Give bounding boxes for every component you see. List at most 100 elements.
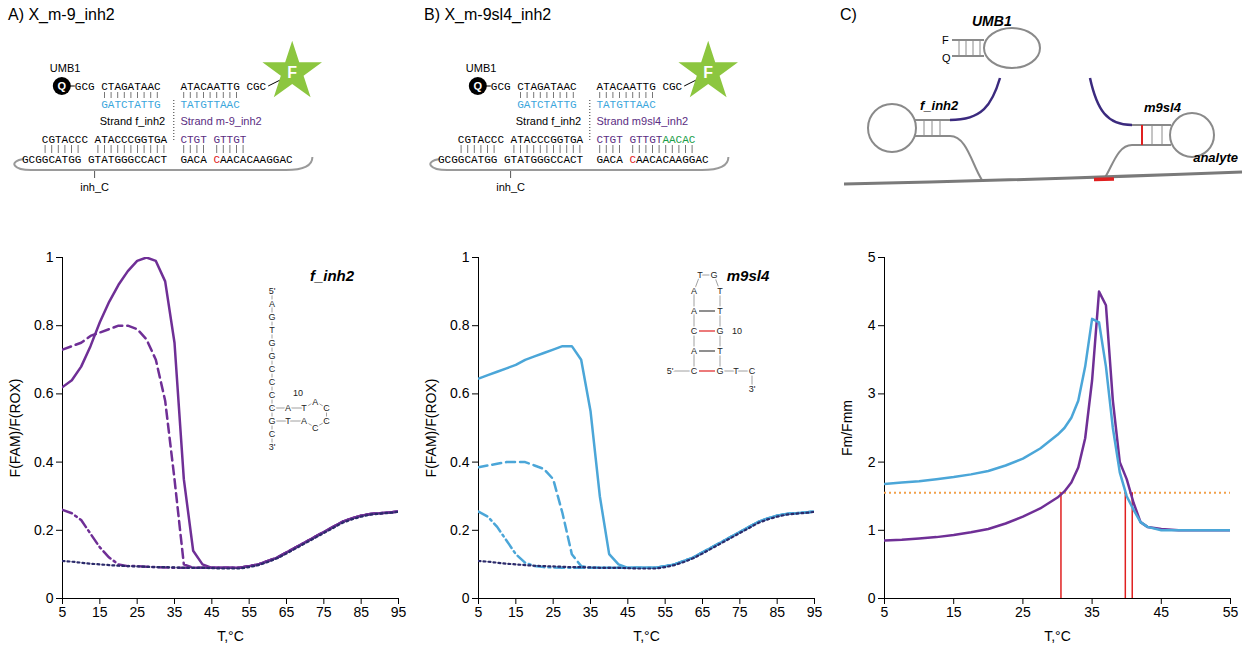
- svg-text:3': 3': [269, 442, 276, 452]
- svg-text:0.8: 0.8: [450, 317, 470, 333]
- svg-text:C): C): [840, 6, 857, 23]
- svg-text:85: 85: [353, 604, 369, 620]
- svg-text:C: C: [323, 416, 330, 426]
- svg-text:Strand m9sl4_inh2: Strand m9sl4_inh2: [596, 115, 688, 127]
- svg-text:1: 1: [868, 522, 876, 538]
- svg-text:TATGTTAAC: TATGTTAAC: [180, 99, 240, 111]
- svg-text:CGTACCC ATACCCGGTGA: CGTACCC ATACCCGGTGA: [458, 134, 584, 146]
- svg-text:35: 35: [1084, 604, 1100, 620]
- svg-text:A: A: [312, 397, 318, 407]
- svg-text:AACACAAGGAC: AACACAAGGAC: [220, 154, 293, 166]
- svg-text:m9sl4: m9sl4: [727, 267, 770, 284]
- svg-text:CGC: CGC: [662, 81, 682, 93]
- svg-text:C: C: [269, 377, 276, 387]
- svg-text:UMB1: UMB1: [50, 62, 81, 74]
- svg-text:0.4: 0.4: [450, 454, 470, 470]
- svg-text:55: 55: [241, 604, 257, 620]
- svg-text:55: 55: [657, 604, 673, 620]
- svg-text:5: 5: [475, 604, 483, 620]
- svg-text:45: 45: [1154, 604, 1170, 620]
- svg-text:CGTACCC ATACCCGGTGA: CGTACCC ATACCCGGTGA: [42, 134, 168, 146]
- svg-text:GACA: GACA: [180, 154, 207, 166]
- svg-text:0.6: 0.6: [450, 385, 470, 401]
- svg-text:T: T: [717, 346, 723, 356]
- svg-text:ATACAATTG: ATACAATTG: [596, 81, 655, 93]
- svg-text:T,°C: T,°C: [217, 628, 244, 644]
- svg-text:15: 15: [508, 604, 524, 620]
- svg-text:CTAGATAAC: CTAGATAAC: [101, 81, 161, 93]
- svg-text:0.2: 0.2: [450, 522, 470, 538]
- svg-text:0: 0: [868, 590, 876, 606]
- svg-text:Strand f_inh2: Strand f_inh2: [100, 115, 165, 127]
- svg-text:95: 95: [391, 604, 407, 620]
- svg-text:15: 15: [92, 604, 108, 620]
- svg-text:CTAGATAAC: CTAGATAAC: [517, 81, 577, 93]
- svg-text:AACAC: AACAC: [662, 134, 695, 146]
- svg-text:A: A: [269, 299, 275, 309]
- svg-text:TATGTTAAC: TATGTTAAC: [596, 99, 656, 111]
- svg-text:25: 25: [545, 604, 561, 620]
- svg-text:C: C: [691, 326, 698, 336]
- svg-text:F(FAM)/F(ROX): F(FAM)/F(ROX): [7, 379, 23, 478]
- svg-text:A) X_m-9_inh2: A) X_m-9_inh2: [8, 6, 115, 24]
- svg-text:GCG: GCG: [491, 81, 511, 93]
- svg-text:45: 45: [620, 604, 636, 620]
- svg-text:T: T: [717, 286, 723, 296]
- svg-text:A: A: [285, 403, 291, 413]
- svg-text:5: 5: [881, 604, 889, 620]
- svg-text:10: 10: [732, 326, 742, 336]
- svg-text:3': 3': [749, 384, 756, 394]
- svg-text:inh_C: inh_C: [80, 181, 109, 193]
- svg-text:GACA: GACA: [596, 154, 623, 166]
- svg-text:T: T: [301, 403, 307, 413]
- svg-text:55: 55: [1223, 604, 1239, 620]
- svg-text:C: C: [269, 364, 276, 374]
- svg-text:45: 45: [204, 604, 220, 620]
- svg-text:4: 4: [868, 317, 876, 333]
- svg-text:35: 35: [583, 604, 599, 620]
- svg-text:1: 1: [462, 249, 470, 265]
- svg-text:T: T: [733, 366, 739, 376]
- svg-text:F: F: [703, 64, 713, 81]
- svg-text:CTGT: CTGT: [180, 134, 207, 146]
- svg-text:3: 3: [868, 385, 876, 401]
- svg-text:A: A: [691, 286, 697, 296]
- svg-text:B) X_m-9sl4_inh2: B) X_m-9sl4_inh2: [424, 6, 551, 24]
- svg-text:G: G: [268, 416, 275, 426]
- svg-text:C: C: [269, 403, 276, 413]
- svg-text:A: A: [691, 346, 697, 356]
- svg-text:GATCTATTG: GATCTATTG: [101, 99, 160, 111]
- svg-text:5: 5: [59, 604, 67, 620]
- svg-text:AACACAAGGAC: AACACAAGGAC: [636, 154, 709, 166]
- svg-text:G: G: [268, 338, 275, 348]
- svg-text:75: 75: [732, 604, 748, 620]
- svg-text:65: 65: [279, 604, 295, 620]
- svg-text:0.6: 0.6: [34, 385, 54, 401]
- svg-text:0.4: 0.4: [34, 454, 54, 470]
- svg-text:T: T: [697, 270, 703, 280]
- svg-text:0: 0: [46, 590, 54, 606]
- svg-text:0.2: 0.2: [34, 522, 54, 538]
- svg-text:T: T: [269, 325, 275, 335]
- svg-text:C: C: [691, 366, 698, 376]
- svg-text:95: 95: [807, 604, 823, 620]
- svg-text:15: 15: [946, 604, 962, 620]
- svg-text:G: G: [716, 326, 723, 336]
- svg-text:C: C: [312, 423, 319, 433]
- svg-text:GTTGT: GTTGT: [213, 134, 246, 146]
- svg-text:G: G: [268, 312, 275, 322]
- svg-text:5': 5': [667, 366, 674, 376]
- svg-text:G: G: [268, 351, 275, 361]
- svg-text:G: G: [710, 270, 717, 280]
- svg-text:Strand m-9_inh2: Strand m-9_inh2: [180, 115, 261, 127]
- svg-text:T: T: [285, 416, 291, 426]
- svg-text:GCGGCATGG GTATGGGCCACT: GCGGCATGG GTATGGGCCACT: [22, 154, 168, 166]
- svg-text:Fm/Fmm: Fm/Fmm: [839, 400, 855, 456]
- svg-text:65: 65: [695, 604, 711, 620]
- svg-text:75: 75: [316, 604, 332, 620]
- svg-text:2: 2: [868, 454, 876, 470]
- svg-text:C: C: [269, 429, 276, 439]
- svg-text:F(FAM)/F(ROX): F(FAM)/F(ROX): [423, 379, 439, 478]
- svg-text:inh_C: inh_C: [496, 181, 525, 193]
- svg-text:GCGGCATGG GTATGGGCCACT: GCGGCATGG GTATGGGCCACT: [438, 154, 584, 166]
